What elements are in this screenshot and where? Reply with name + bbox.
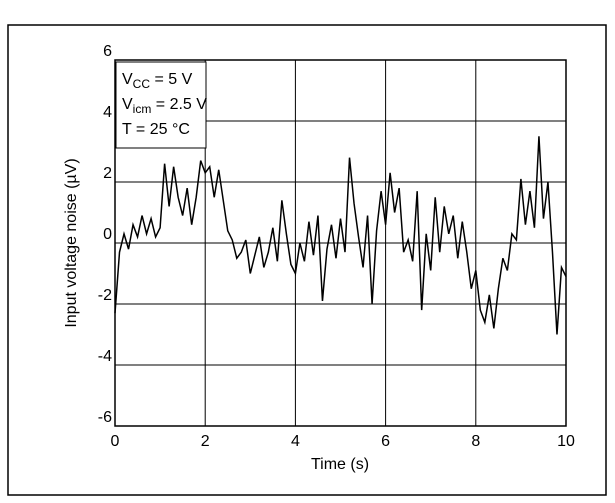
y-tick-label: -6: [98, 409, 112, 426]
plot-border: [114, 59, 567, 427]
y-tick-label: -2: [98, 287, 112, 304]
annotation-text: V: [122, 71, 133, 88]
x-axis-label: Time (s): [311, 456, 369, 473]
annotation: Vicm = 2.5 V: [122, 96, 207, 116]
y-tick-label: 4: [103, 104, 112, 121]
x-tick-label: 10: [557, 433, 575, 450]
x-tick-label: 0: [111, 433, 120, 450]
x-tick-label: 4: [291, 433, 300, 450]
noise-line: [114, 136, 567, 335]
y-axis-label: Input voltage noise (µV): [63, 158, 80, 327]
x-tick-label: 2: [201, 433, 210, 450]
annotation: T = 25 °C: [122, 121, 190, 138]
annotation-tail: = 5 V: [150, 71, 193, 88]
y-tick-label: -4: [98, 348, 112, 365]
legend-box: [115, 61, 207, 149]
frame: [7, 24, 607, 496]
y-tick-label: 2: [103, 165, 112, 182]
y-tick-label: 6: [103, 43, 112, 60]
x-tick-label: 8: [471, 433, 480, 450]
annotation-tail: = 2.5 V: [151, 96, 207, 113]
annotation-sub: icm: [133, 102, 152, 116]
y-tick-label: 0: [103, 226, 112, 243]
annotation-sub: CC: [133, 77, 151, 91]
annotation-text: T = 25 °C: [122, 121, 190, 138]
annotation: VCC = 5 V: [122, 71, 193, 91]
annotation-text: V: [122, 96, 133, 113]
x-tick-label: 6: [381, 433, 390, 450]
